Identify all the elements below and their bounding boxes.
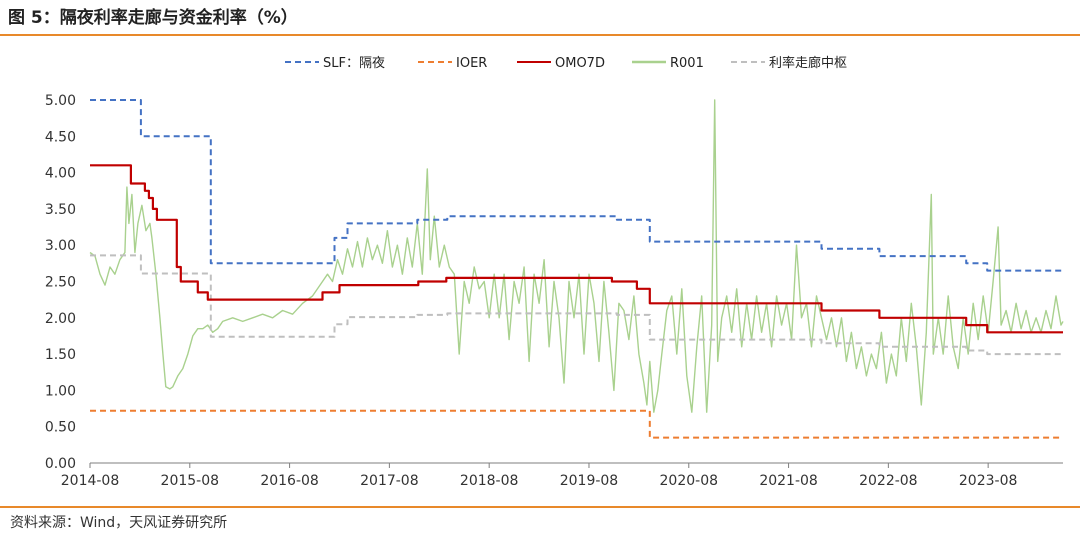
chart-area: SLF：隔夜 IOER OMO7D R001 利率走廊中枢 0.00 0.50 1.00 1.… <box>45 55 1064 489</box>
y-tick-label: 1.00 <box>45 383 76 399</box>
source-note: 资料来源：Wind，天风证券研究所 <box>10 515 228 531</box>
y-tick-label: 3.00 <box>45 238 76 254</box>
y-tick-label: 0.50 <box>45 420 76 436</box>
series-line-ioer <box>90 409 1063 439</box>
y-tick-label: 1.50 <box>45 347 76 363</box>
x-tick-label: 2019-08 <box>560 473 619 489</box>
x-tick-label: 2023-08 <box>959 473 1018 489</box>
series-line-omo7d <box>90 164 1063 334</box>
x-tick-label: 2014-08 <box>61 473 120 489</box>
plot-axes: 0.00 0.50 1.00 1.50 2.00 2.50 3.00 3.50 4.00 4.50… <box>45 93 1063 489</box>
series-line-r001 <box>89 99 1064 413</box>
y-tick-label: 3.50 <box>45 202 76 218</box>
plot-series <box>89 99 1064 439</box>
legend: SLF：隔夜 IOER OMO7D R001 利率走廊中枢 <box>285 55 847 71</box>
x-tick-label: 2020-08 <box>660 473 719 489</box>
legend-label: R001 <box>670 56 704 71</box>
x-tick-label: 2021-08 <box>759 473 818 489</box>
x-tick-label: 2022-08 <box>859 473 918 489</box>
series-line-slf <box>90 99 1063 272</box>
y-tick-label: 4.00 <box>45 166 76 182</box>
legend-label: IOER <box>456 56 487 71</box>
y-tick-label: 4.50 <box>45 129 76 145</box>
title-divider <box>0 34 1080 36</box>
x-tick-label: 2015-08 <box>161 473 220 489</box>
y-tick-label: 2.00 <box>45 311 76 327</box>
y-tick-label: 2.50 <box>45 275 76 291</box>
y-tick-label: 5.00 <box>45 93 76 109</box>
legend-label: SLF：隔夜 <box>323 56 385 71</box>
x-tick-label: 2017-08 <box>360 473 419 489</box>
x-tick-label: 2018-08 <box>460 473 519 489</box>
y-tick-label: 0.00 <box>45 456 76 472</box>
series-line- <box>90 254 1063 356</box>
chart-title: 图 5：隔夜利率走廊与资金利率（%） <box>8 8 298 28</box>
legend-label: OMO7D <box>555 56 605 71</box>
footer-divider <box>0 506 1080 508</box>
x-tick-label: 2016-08 <box>260 473 319 489</box>
legend-label: 利率走廊中枢 <box>769 55 847 71</box>
